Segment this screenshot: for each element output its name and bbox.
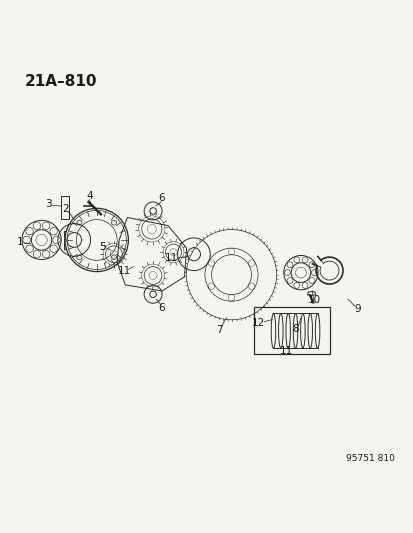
Bar: [253, 308, 329, 354]
Text: 12: 12: [251, 318, 264, 328]
Text: 6: 6: [158, 303, 164, 313]
Text: 1: 1: [17, 237, 24, 247]
Text: 7: 7: [216, 325, 222, 335]
Text: 11: 11: [117, 265, 131, 276]
Text: 8: 8: [292, 324, 299, 334]
Text: 9: 9: [353, 304, 360, 313]
Text: 6: 6: [158, 193, 164, 203]
Text: 10: 10: [307, 295, 320, 305]
Text: 2: 2: [62, 204, 69, 214]
Text: 95751 810: 95751 810: [345, 454, 394, 463]
Text: 5: 5: [99, 242, 106, 252]
Text: 3: 3: [45, 199, 52, 209]
Text: 11: 11: [279, 346, 292, 357]
Bar: [61, 196, 69, 219]
Text: 4: 4: [86, 191, 93, 201]
Text: 21A–810: 21A–810: [25, 74, 97, 88]
Text: 11: 11: [164, 253, 178, 263]
